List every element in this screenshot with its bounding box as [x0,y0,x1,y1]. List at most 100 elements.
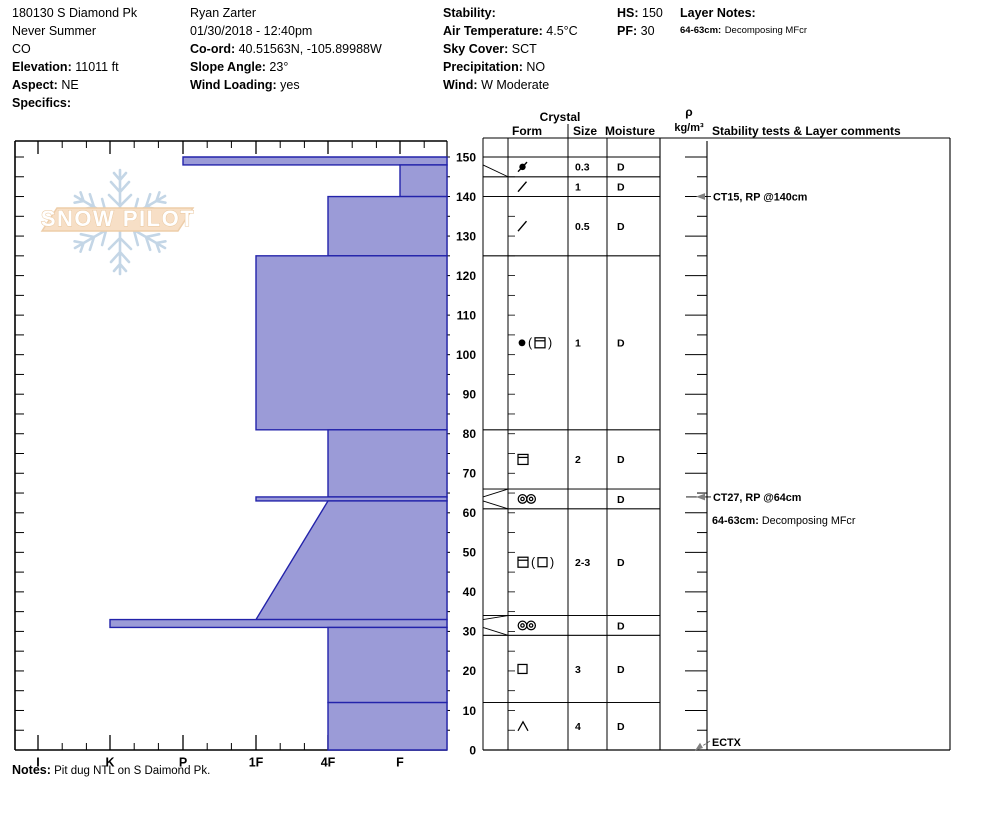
stability-test-label: CT15, RP @140cm [713,191,807,203]
moisture-value: D [617,338,625,350]
snowflake-icon [107,168,133,232]
grain-size: 2-3 [575,557,590,569]
notes-label: Notes: [12,763,51,777]
layer-row: 0.3 D [517,161,625,174]
depth-tick-label: 20 [463,664,477,678]
wind-line: Wind: W Moderate [443,78,550,92]
depth-tick-label: 40 [463,585,477,599]
layer-table [482,124,951,751]
crystal-header: Crystal [540,110,581,124]
size-header: Size [573,124,597,138]
precipitation-line: Precipitation: NO [443,60,546,74]
grain-size: 1 [575,181,581,193]
layer-row: 0.5 D [517,220,625,233]
svg-text:): ) [548,336,552,350]
depth-tick-label: 130 [456,229,476,243]
layer-comment: 64-63cm: Decomposing MFcr [712,515,856,527]
snowflake-icon [107,212,133,276]
depth-tick-label: 30 [463,625,477,639]
wind-loading-line: Wind Loading: yes [190,78,300,92]
stability-test-label: CT27, RP @64cm [713,492,801,504]
moisture-value: D [617,557,625,569]
depth-tick-label: 90 [463,388,477,402]
density-header: ρ [685,105,692,119]
observation-datetime: 01/30/2018 - 12:40pm [190,24,313,38]
notes-line: Notes: Pit dug NTL on S Daimond Pk. [12,763,210,777]
hardness-tick-label: K [105,756,114,770]
hardness-bar [109,618,448,629]
depth-tick-label: 60 [463,506,477,520]
left-arrow-icon [696,193,705,200]
snowpilot-logo: SNOW PILOT [40,168,195,276]
observer-name: Ryan Zarter [190,6,256,20]
svg-text:): ) [550,555,554,569]
depth-tick-label: 100 [456,348,476,362]
air-temp-line: Air Temperature: 4.5°C [443,24,578,38]
hardness-tick-label: I [36,756,39,770]
layer-row: D [517,494,625,506]
left-arrow-icon [696,493,705,501]
moisture-value: D [617,494,625,506]
stability-line: Stability: [443,6,496,20]
depth-tick-label: 150 [456,150,476,164]
depth-tick-label: 70 [463,467,477,481]
moisture-header: Moisture [605,124,655,138]
depth-tick-label: 50 [463,546,477,560]
hardness-tick-label: 1F [249,756,264,770]
header-observer-block: Ryan Zarter 01/30/2018 - 12:40pm Co-ord:… [190,4,382,94]
hardness-bar [327,195,448,257]
moisture-value: D [617,721,625,733]
svg-text:(: ( [531,555,536,569]
hardness-bar [327,626,448,704]
stability-test-label: ECTX [712,737,742,749]
grain-size: 2 [575,454,581,466]
sky-cover-line: Sky Cover: SCT [443,42,537,56]
hardness-tick-label: P [179,756,187,770]
slope-angle-line: Slope Angle: 23° [190,60,289,74]
logo-banner [40,207,195,232]
grain-size: 3 [575,664,581,676]
moisture-value: D [617,664,625,676]
elevation-line: Elevation: 11011 ft [12,60,119,74]
layer-rows: 0.3 D1 D0.5 D() 1 D2 DD() 2-3 DD3 D4 D [482,156,660,751]
grain-size: 0.3 [575,162,590,174]
depth-tick-label: 140 [456,190,476,204]
hardness-bar [327,429,448,498]
header-conditions-block: Stability: Air Temperature: 4.5°C Sky Co… [443,4,578,94]
header-layer-notes-block: Layer Notes: 64-63cm: Decomposing MFcr [680,4,807,38]
svg-text:(: ( [528,336,533,350]
depth-tick-label: 0 [469,743,476,757]
depth-tick-label: 10 [463,704,477,718]
depth-tick-label: 110 [457,308,477,322]
logo-text: SNOW PILOT [41,206,195,231]
moisture-value: D [617,181,625,193]
depth-tick-label: 120 [456,269,476,283]
down-left-arrow-icon [695,742,703,751]
mountain-range: Never Summer [12,24,97,38]
aspect-line: Aspect: NE [12,78,79,92]
hardness-bar [255,255,448,431]
grain-size: 4 [575,721,581,733]
pit-name: 180130 S Diamond Pk [12,6,138,20]
hardness-tick-label: F [396,756,404,770]
moisture-value: D [617,162,625,174]
depth-tick-label: 80 [463,427,477,441]
hs-line: HS: 150 [617,6,663,20]
coord-line: Co-ord: 40.51563N, -105.89988W [190,42,382,56]
pf-line: PF: 30 [617,24,655,38]
state: CO [12,42,31,56]
comments-header: Stability tests & Layer comments [712,124,901,138]
density-units-header: kg/m³ [674,122,704,134]
layer-notes-title: Layer Notes: [680,6,756,20]
hardness-bar [182,156,448,166]
layer-row: () 1 D [518,336,625,350]
header-site-block: 180130 S Diamond Pk Never Summer CO Elev… [12,4,137,112]
hardness-bar [255,496,448,502]
layer-row: D [517,620,625,632]
